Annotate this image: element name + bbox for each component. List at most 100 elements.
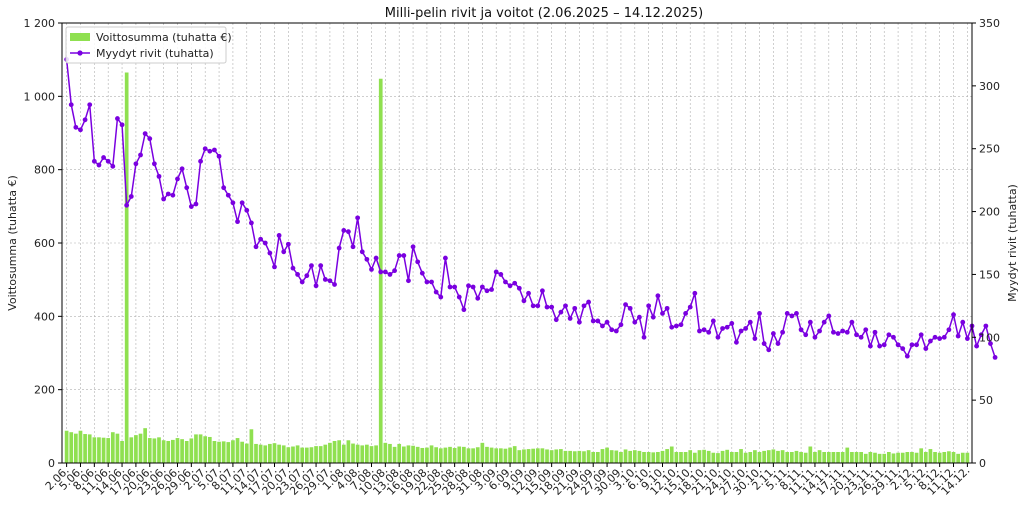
- bar: [406, 445, 411, 463]
- line-point: [609, 327, 615, 333]
- y-axis-right-label: Myydyt rivit (tuhatta): [1006, 184, 1019, 302]
- line-point: [770, 331, 776, 336]
- bar: [531, 448, 536, 463]
- bar: [646, 452, 651, 463]
- line-point: [914, 342, 919, 348]
- bar: [194, 434, 198, 463]
- bar: [92, 437, 97, 463]
- bar: [494, 448, 499, 463]
- line-point: [188, 204, 194, 209]
- legend: Voittosumma (tuhatta €) Myydyt rivit (tu…: [65, 26, 232, 64]
- bar: [859, 452, 863, 463]
- line-point: [710, 318, 716, 324]
- line-point: [304, 273, 310, 279]
- bar: [355, 444, 360, 463]
- bar: [452, 447, 457, 463]
- bar: [517, 450, 522, 463]
- line-point: [392, 268, 397, 274]
- bar: [799, 452, 803, 463]
- bar: [554, 449, 559, 463]
- bar: [180, 439, 184, 463]
- line-point: [623, 302, 628, 307]
- line-point: [928, 338, 933, 344]
- line-point: [581, 303, 587, 309]
- line-point: [272, 264, 277, 270]
- line-point: [775, 341, 781, 346]
- bar: [83, 434, 87, 463]
- bar: [300, 447, 305, 463]
- bar: [87, 434, 92, 463]
- bar: [577, 450, 582, 463]
- line-point: [299, 279, 305, 285]
- bar: [166, 441, 171, 463]
- bar: [568, 450, 572, 463]
- line-point: [646, 303, 652, 309]
- line-point: [752, 336, 758, 341]
- line-point: [466, 283, 471, 289]
- left-tick-label: 400: [34, 310, 55, 323]
- line-point: [812, 334, 818, 340]
- line-point: [886, 332, 892, 338]
- line-point: [613, 328, 619, 334]
- bar: [637, 450, 642, 463]
- bar: [221, 441, 226, 463]
- bar: [254, 443, 258, 463]
- bar: [249, 429, 254, 463]
- line-point: [193, 201, 199, 207]
- bar: [840, 452, 845, 463]
- bar: [937, 452, 942, 463]
- right-tick-label: 300: [979, 80, 1000, 93]
- bar: [401, 446, 406, 463]
- line-point: [863, 327, 869, 333]
- bar: [623, 449, 628, 463]
- bar: [683, 452, 688, 463]
- line-point: [826, 313, 832, 319]
- bar: [74, 433, 78, 463]
- bar: [863, 453, 868, 463]
- line-point: [692, 290, 698, 296]
- line-point: [632, 319, 638, 325]
- bar: [743, 452, 748, 463]
- left-tick-label: 0: [48, 457, 55, 470]
- line-point: [586, 299, 591, 305]
- bar: [776, 450, 780, 463]
- bar: [660, 450, 665, 463]
- line-point: [955, 333, 961, 339]
- bar: [498, 448, 503, 463]
- bar: [711, 452, 716, 463]
- line-point: [941, 334, 947, 340]
- line-point: [669, 324, 675, 330]
- line-point: [461, 307, 467, 313]
- line-point: [179, 166, 185, 172]
- line-point: [766, 347, 772, 353]
- bar: [794, 450, 799, 463]
- line-point: [364, 256, 370, 262]
- bar: [291, 446, 295, 463]
- bar: [540, 448, 545, 463]
- bar: [688, 450, 693, 463]
- line-point: [151, 161, 157, 167]
- line-point: [295, 272, 300, 277]
- right-tick-label: 200: [979, 206, 1000, 219]
- line-point: [664, 305, 670, 311]
- bar: [822, 452, 827, 463]
- line-point: [576, 319, 582, 325]
- bar: [110, 432, 115, 463]
- line-point: [964, 336, 970, 341]
- line-point: [877, 343, 883, 349]
- line-point: [521, 298, 527, 304]
- bar: [850, 452, 854, 463]
- line-point: [960, 319, 966, 325]
- line-point: [276, 233, 282, 238]
- bar: [748, 452, 753, 463]
- line-point: [322, 277, 328, 282]
- bar: [706, 450, 711, 463]
- bar: [508, 447, 512, 463]
- line-point: [73, 124, 79, 130]
- line-point: [595, 318, 601, 324]
- bar: [374, 445, 378, 463]
- bar: [933, 452, 937, 463]
- bar: [535, 448, 540, 463]
- line-point: [91, 158, 97, 164]
- line-point: [553, 317, 559, 323]
